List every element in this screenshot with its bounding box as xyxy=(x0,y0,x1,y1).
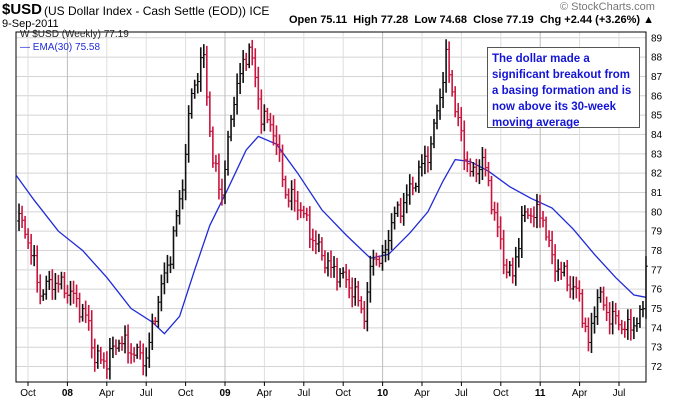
x-tick-label: Jul xyxy=(140,388,153,399)
high-value: 77.28 xyxy=(380,14,409,26)
x-tick-label: Jul xyxy=(613,388,626,399)
y-tick-label: 82 xyxy=(651,169,663,180)
x-tick-label: Jul xyxy=(455,388,468,399)
annotation-box: The dollar made a significant breakout f… xyxy=(487,47,640,129)
x-tick-label: Oct xyxy=(493,388,509,399)
x-tick-label: 11 xyxy=(535,388,546,399)
x-axis: Oct 08 Apr Jul Oct 09 Apr Jul Oct 10 Apr Jul Oct 11 Ap… xyxy=(20,382,625,399)
ema-series xyxy=(15,135,647,335)
weekly-marker-icon: W xyxy=(20,29,30,40)
x-tick-label: Oct xyxy=(178,388,194,399)
legend-price-label: $USD (Weekly) 77.19 xyxy=(32,29,129,40)
chart-title: (US Dollar Index - Cash Settle (EOD)) IC… xyxy=(44,4,269,18)
y-tick-label: 73 xyxy=(651,343,663,354)
y-tick-label: 78 xyxy=(651,246,663,257)
chart-grid xyxy=(16,32,646,382)
close-value: 77.19 xyxy=(506,14,534,26)
x-tick-label: 08 xyxy=(62,388,74,399)
x-tick-label: Apr xyxy=(99,388,115,399)
close-label: Close xyxy=(473,14,504,26)
open-value: 75.11 xyxy=(320,14,348,26)
chg-label: Chg xyxy=(539,14,562,26)
chart-date: 9-Sep-2011 xyxy=(2,18,59,30)
y-tick-label: 79 xyxy=(651,227,663,238)
y-tick-label: 72 xyxy=(651,362,663,373)
exchange-label: ICE xyxy=(249,4,270,18)
x-tick-label: Apr xyxy=(572,388,588,399)
annotation-text: The dollar made a significant breakout f… xyxy=(492,53,632,129)
price-series xyxy=(17,39,648,380)
y-tick-label: 83 xyxy=(651,149,663,160)
y-tick-label: 84 xyxy=(651,130,663,141)
low-value: 74.68 xyxy=(439,14,467,26)
y-tick-label: 81 xyxy=(651,188,663,199)
y-tick-label: 80 xyxy=(651,207,663,218)
high-label: High xyxy=(353,14,378,26)
open-label: Open xyxy=(289,14,318,26)
y-tick-label: 86 xyxy=(651,91,663,102)
y-tick-label: 74 xyxy=(651,323,663,334)
plot-frame xyxy=(15,31,647,383)
legend-ema-label: EMA(30) 75.58 xyxy=(32,42,101,53)
instrument-name: (US Dollar Index - Cash Settle (EOD)) xyxy=(44,4,247,18)
y-tick-label: 77 xyxy=(651,265,663,276)
x-tick-label: Oct xyxy=(335,388,351,399)
legend-ema: — EMA(30) 75.58 xyxy=(20,42,101,53)
y-tick-label: 76 xyxy=(651,285,663,296)
x-tick-label: Apr xyxy=(414,388,430,399)
low-label: Low xyxy=(414,14,437,26)
x-tick-label: Jul xyxy=(297,388,310,399)
ema-line xyxy=(15,135,647,335)
y-axis: 72 73 74 75 76 77 78 79 80 81 82 83 84 85 86 87 88 89 xyxy=(651,33,663,373)
y-tick-label: 85 xyxy=(651,111,663,122)
legend-price: W $USD (Weekly) 77.19 xyxy=(20,29,129,40)
y-tick-label: 89 xyxy=(651,33,663,44)
y-tick-label: 75 xyxy=(651,304,663,315)
chg-value: +2.44 (+3.26%) xyxy=(564,14,641,26)
x-tick-label: 09 xyxy=(219,388,231,399)
watermark: © StockCharts.com xyxy=(560,1,655,13)
up-arrow-icon: ▲ xyxy=(643,14,655,26)
chart-symbol: $USD xyxy=(2,1,43,18)
y-tick-label: 88 xyxy=(651,53,663,64)
x-tick-label: 10 xyxy=(377,388,389,399)
x-tick-label: Oct xyxy=(20,388,36,399)
y-tick-label: 87 xyxy=(651,72,663,83)
quote-summary: Open 75.11 High 77.28 Low 74.68 Close 77… xyxy=(289,14,654,26)
x-tick-label: Apr xyxy=(257,388,273,399)
